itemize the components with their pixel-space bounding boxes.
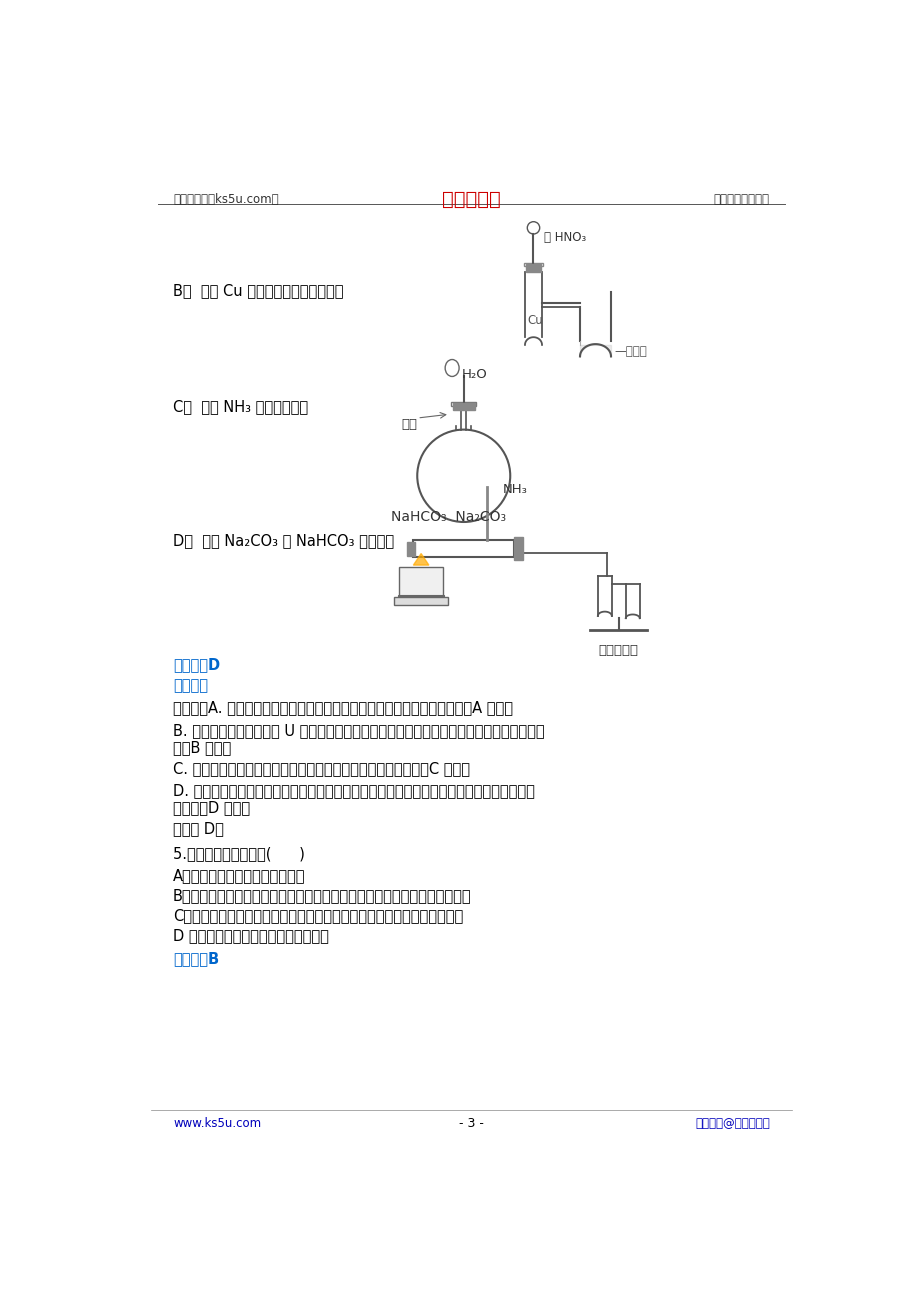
Text: 气球: 气球 <box>401 418 417 431</box>
Text: 5.下列叙述不正确的是(      ): 5.下列叙述不正确的是( ) <box>173 846 305 861</box>
Text: B．与金属反应时，稀硕酸可能被还原为更低价态，稀硕酸氧化性强于浓硕酸: B．与金属反应时，稀硕酸可能被还原为更低价态，稀硕酸氧化性强于浓硕酸 <box>173 888 471 902</box>
Text: 澄清石灰水: 澄清石灰水 <box>598 643 638 656</box>
Text: 【解析】: 【解析】 <box>173 678 208 693</box>
Text: 【答案】B: 【答案】B <box>173 950 219 966</box>
Text: C．鐵盐受热易分解，因此贮存鐵态氮肘时要密封保存，并放在阴凉通风处: C．鐵盐受热易分解，因此贮存鐵态氮肘时要密封保存，并放在阴凉通风处 <box>173 907 463 923</box>
Bar <box>524 263 542 267</box>
Text: NaHCO₃  Na₂CO₃: NaHCO₃ Na₂CO₃ <box>391 510 505 525</box>
Text: 答案选 D。: 答案选 D。 <box>173 822 223 836</box>
Bar <box>413 540 514 557</box>
Bar <box>452 402 474 410</box>
Text: 高考资源网（ks5u.com）: 高考资源网（ks5u.com） <box>173 193 278 206</box>
Text: C．  验证 NH₃ 易溡于水气球: C． 验证 NH₃ 易溡于水气球 <box>173 398 308 414</box>
Text: 【答案】D: 【答案】D <box>173 656 220 672</box>
Bar <box>407 542 414 556</box>
Text: D 稀硕酸和活泼金属反应时得不到氢气: D 稀硕酸和活泼金属反应时得不到氢气 <box>173 928 329 943</box>
Text: 浓 HNO₃: 浓 HNO₃ <box>544 230 586 243</box>
Text: 稳定性，D 错误。: 稳定性，D 错误。 <box>173 799 250 815</box>
Bar <box>525 264 540 272</box>
Bar <box>451 402 476 406</box>
Text: B．  验证 Cu 与浓硕酸反应的热量变化: B． 验证 Cu 与浓硕酸反应的热量变化 <box>173 284 344 298</box>
Text: A．氨易液化，液氨常用作制冷剑: A．氨易液化，液氨常用作制冷剑 <box>173 867 305 883</box>
Text: - 3 -: - 3 - <box>459 1117 483 1130</box>
Text: www.ks5u.com: www.ks5u.com <box>173 1117 261 1130</box>
Text: —红墨水: —红墨水 <box>614 345 647 358</box>
Bar <box>399 566 442 596</box>
Bar <box>397 595 444 598</box>
Text: H₂O: H₂O <box>461 368 487 381</box>
Polygon shape <box>413 553 428 565</box>
Text: C. 如气球体积变大，则烧瓶内压强减小，可说明氨气易溡于水，C 正确；: C. 如气球体积变大，则烧瓶内压强减小，可说明氨气易溡于水，C 正确； <box>173 762 470 776</box>
Text: D．  比较 Na₂CO₃ 与 NaHCO₃ 的稳定性: D． 比较 Na₂CO₃ 与 NaHCO₃ 的稳定性 <box>173 534 394 548</box>
Text: 【详解】A. 二氧化硫易与氢氧化钙反应而导致烧瓶压强减小，可形成噴泉，A 正确；: 【详解】A. 二氧化硫易与氢氧化钙反应而导致烧瓶压强减小，可形成噴泉，A 正确； <box>173 700 513 715</box>
Text: B. 如反应为放热反应，则 U 形管左端液面下降，右端液面上升，可判断反应是否属于放热反: B. 如反应为放热反应，则 U 形管左端液面下降，右端液面上升，可判断反应是否属… <box>173 723 544 738</box>
Text: 高考资源网: 高考资源网 <box>442 190 500 210</box>
Text: D. 套装小试管加热温度较低，碳酸氢钙应放在套装小试管中，通过澄清水是否变浑流可证明: D. 套装小试管加热温度较低，碳酸氢钙应放在套装小试管中，通过澄清水是否变浑流可… <box>173 783 535 798</box>
Text: NH₃: NH₃ <box>502 483 527 496</box>
Text: 版权所有@高考资源网: 版权所有@高考资源网 <box>695 1117 769 1130</box>
Text: 您身边的高考专家: 您身边的高考专家 <box>713 193 769 206</box>
Text: Cu: Cu <box>527 314 542 327</box>
Bar <box>393 598 448 605</box>
Bar <box>514 538 523 560</box>
Text: 应，B 正确；: 应，B 正确； <box>173 740 231 755</box>
